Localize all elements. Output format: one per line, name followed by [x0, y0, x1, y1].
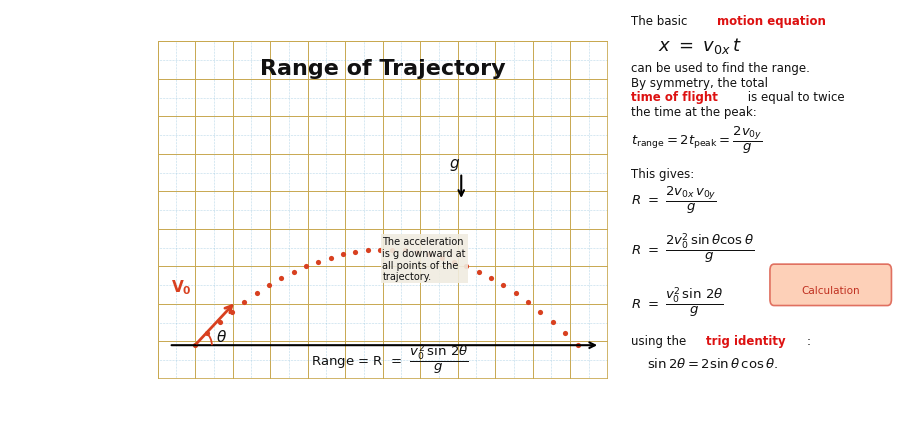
- Text: The acceleration
is g downward at
all points of the
trajectory.: The acceleration is g downward at all po…: [382, 237, 466, 282]
- Point: [212, 319, 227, 326]
- Point: [361, 247, 375, 254]
- Point: [422, 252, 436, 258]
- Text: Range of Trajectory: Range of Trajectory: [260, 58, 505, 79]
- Text: time of flight: time of flight: [631, 91, 718, 104]
- Point: [188, 342, 202, 349]
- Text: $R \ = \ \dfrac{v_0^2\,\sin\,2\theta}{g}$: $R \ = \ \dfrac{v_0^2\,\sin\,2\theta}{g}…: [631, 285, 724, 319]
- Text: Calculation: Calculation: [801, 285, 860, 295]
- Point: [496, 283, 510, 289]
- Point: [534, 309, 548, 316]
- Text: motion equation: motion equation: [717, 15, 826, 28]
- Text: $x \ = \ v_{0x}\, t$: $x \ = \ v_{0x}\, t$: [658, 35, 742, 55]
- Point: [410, 249, 424, 256]
- Text: :: :: [806, 335, 810, 348]
- Point: [323, 255, 338, 261]
- Point: [336, 252, 350, 258]
- Point: [249, 290, 264, 297]
- Point: [484, 275, 499, 282]
- Text: Range = R  =  $\dfrac{v_0^2\,\sin\,2\theta}{g}$: Range = R = $\dfrac{v_0^2\,\sin\,2\theta…: [311, 342, 469, 376]
- Point: [398, 247, 412, 254]
- Text: g: g: [450, 156, 460, 171]
- Text: $\theta$: $\theta$: [216, 328, 227, 344]
- Point: [447, 258, 462, 265]
- Point: [508, 290, 523, 297]
- Point: [545, 319, 560, 326]
- Point: [225, 309, 239, 316]
- Point: [558, 330, 572, 337]
- Point: [286, 269, 301, 276]
- Point: [373, 247, 387, 254]
- Text: is equal to twice: is equal to twice: [744, 91, 845, 104]
- Point: [435, 255, 449, 261]
- Text: $R \ = \ \dfrac{2v_0^2\,\sin\theta\cos\theta}{g}$: $R \ = \ \dfrac{2v_0^2\,\sin\theta\cos\t…: [631, 231, 754, 266]
- Text: By symmetry, the total: By symmetry, the total: [631, 77, 768, 90]
- Text: using the: using the: [631, 335, 690, 348]
- Text: $\sin 2\theta = 2\sin\theta\,\cos\theta.$: $\sin 2\theta = 2\sin\theta\,\cos\theta.…: [647, 356, 778, 370]
- Point: [311, 258, 326, 265]
- Point: [459, 263, 473, 270]
- Text: $t_\mathrm{range} = 2t_\mathrm{peak} = \dfrac{2v_{0y}}{g}$: $t_\mathrm{range} = 2t_\mathrm{peak} = \…: [631, 124, 762, 155]
- Text: $R \ = \ \dfrac{2v_{0x}\,v_{0y}}{g}$: $R \ = \ \dfrac{2v_{0x}\,v_{0y}}{g}$: [631, 184, 716, 215]
- Point: [385, 247, 400, 254]
- Point: [274, 275, 289, 282]
- Point: [571, 342, 585, 349]
- Point: [472, 269, 486, 276]
- Point: [200, 330, 214, 337]
- Text: can be used to find the range.: can be used to find the range.: [631, 62, 810, 75]
- Text: $\mathbf{V_0}$: $\mathbf{V_0}$: [171, 277, 192, 296]
- Point: [521, 299, 535, 306]
- Point: [238, 299, 252, 306]
- Text: trig identity: trig identity: [706, 335, 786, 348]
- Point: [348, 249, 363, 256]
- FancyBboxPatch shape: [770, 264, 891, 306]
- Text: the time at the peak:: the time at the peak:: [631, 106, 757, 119]
- Point: [299, 263, 313, 270]
- Point: [262, 283, 276, 289]
- Text: This gives:: This gives:: [631, 168, 694, 181]
- Text: The basic: The basic: [631, 15, 691, 28]
